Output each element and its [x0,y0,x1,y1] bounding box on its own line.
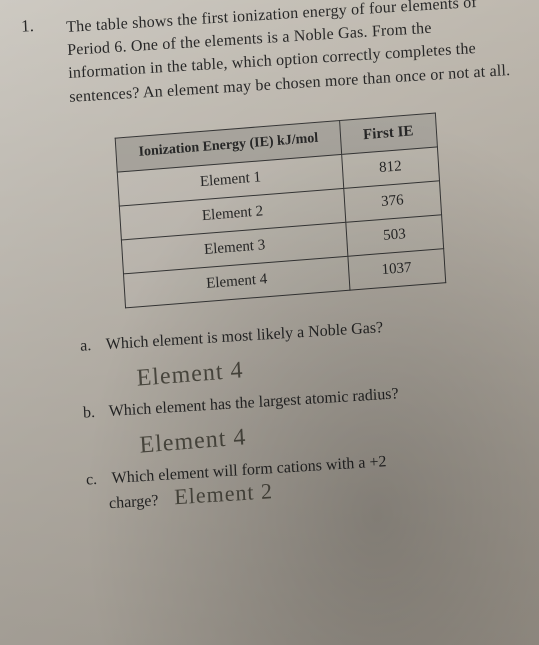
subq-text: Which element is most likely a Noble Gas… [105,319,383,353]
handwritten-answer-c: Element 2 [174,478,274,509]
question-prompt: The table shows the first ionization ene… [66,0,513,109]
ionization-table: Ionization Energy (IE) kJ/mol First IE E… [115,112,446,308]
question-number: 1. [21,16,35,37]
ie-value: 1037 [348,248,445,289]
subq-letter: c. [86,470,109,489]
subq-letter: b. [83,403,106,422]
subq-text-cont: charge? [109,492,159,512]
subq-letter: a. [80,336,103,355]
ionization-table-wrap: Ionization Energy (IE) kJ/mol First IE E… [115,106,523,308]
